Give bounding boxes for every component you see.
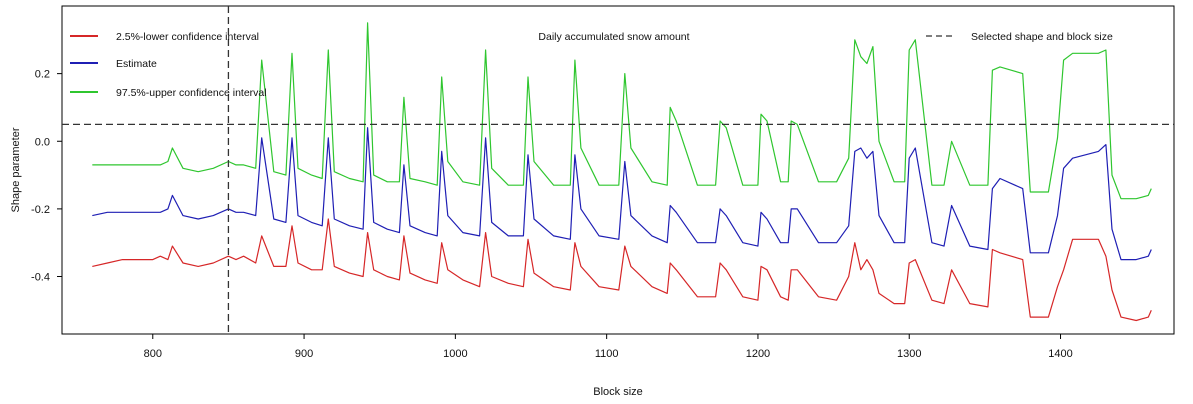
y-tick-label: 0.2 — [35, 69, 50, 81]
x-tick-label: 1300 — [897, 348, 921, 360]
y-axis: -0.4 -0.2 0.0 0.2 — [31, 69, 62, 284]
series-line-upper — [92, 22, 1152, 200]
chart-title: Daily accumulated snow amount — [538, 31, 689, 43]
x-tick-label: 1000 — [443, 348, 467, 360]
y-tick-label: -0.2 — [31, 204, 50, 216]
legend-label-selected: Selected shape and block size — [971, 31, 1113, 43]
x-tick-label: 900 — [295, 348, 313, 360]
x-tick-label: 1200 — [746, 348, 770, 360]
plot-frame — [61, 5, 1175, 335]
x-tick-label: 800 — [144, 348, 162, 360]
legend: 2.5%-lower confidence interval Estimate … — [70, 31, 1113, 99]
series-line-estimate — [92, 127, 1152, 261]
x-axis: 800 900 1000 1100 1200 1300 1400 — [144, 334, 1073, 360]
legend-label-upper: 97.5%-upper confidence interval — [116, 87, 267, 99]
legend-label-lower: 2.5%-lower confidence interval — [116, 31, 259, 43]
legend-label-estimate: Estimate — [116, 58, 157, 70]
x-tick-label: 1100 — [595, 348, 619, 360]
series-line-lower — [92, 218, 1152, 322]
y-tick-label: -0.4 — [31, 272, 50, 284]
y-tick-label: 0.0 — [35, 136, 50, 148]
reference-lines — [62, 6, 1174, 334]
x-axis-title: Block size — [593, 386, 643, 398]
y-axis-title: Shape parameter — [10, 127, 22, 212]
x-tick-label: 1400 — [1048, 348, 1072, 360]
series-layer — [92, 22, 1152, 322]
